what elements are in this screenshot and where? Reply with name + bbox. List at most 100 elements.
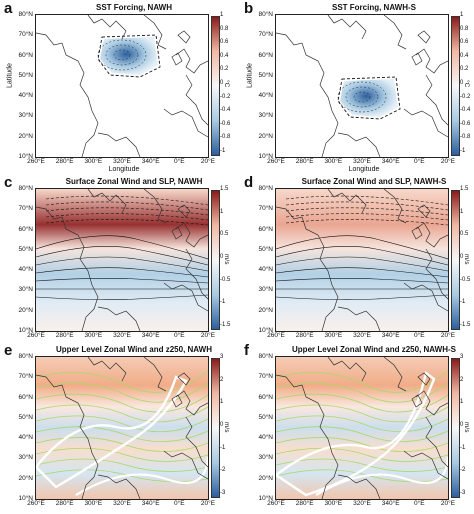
lat-tick-label: 10°N [18,153,33,160]
lat-tick-label: 30°N [258,286,273,294]
lat-tick-label: 80°N [18,11,33,18]
map-area [275,356,449,500]
map-field-svg [276,357,448,499]
colorbar-tick-label: 0 [220,80,224,86]
lat-tick-label: 10°N [18,327,33,334]
colorbar-tick-label: 1 [460,208,464,215]
lat-tick-label: 10°N [258,327,273,334]
colorbar [211,16,220,156]
lat-tick-label: 70°N [258,31,273,39]
lon-tick-label: 20°E [200,332,216,339]
lon-tick-label: 320°E [113,158,131,165]
lat-tick-label: 70°N [18,205,33,213]
lon-tick-label: 0°E [174,332,185,339]
colorbar-tick-label: -3 [220,490,226,496]
panel-a: a SST Forcing, NAWH 80°N 70°N 60°N 50°N 40°N 30… [4,0,234,173]
lat-tick-label: 30°N [18,286,33,294]
colorbar-tick-label: 1 [220,399,224,406]
colorbar-tick-label: -2 [220,467,226,474]
lat-tick-label: 70°N [18,373,33,381]
colorbar-tick-label: -1 [220,148,226,154]
lon-tick-label: 340°E [381,332,400,339]
jet-axis-line [276,370,436,497]
colorbar-tick-label: -0.8 [460,134,471,141]
map-area [275,188,449,332]
lon-tick-label: 20°E [440,332,456,339]
panel-title: Surface Zonal Wind and SLP, NAWH-S [301,177,447,186]
colorbar-tick-label: 0.6 [220,39,229,46]
panel-title: Upper Level Zonal Wind and z250, NAWH [56,345,212,354]
colorbar-tick-label: -1 [460,299,466,306]
lat-tick-label: 70°N [258,205,273,213]
lat-tick-label: 80°N [18,353,33,360]
colorbar-tick-label: 0.4 [460,52,469,59]
lon-tick-label: 0°E [414,332,425,339]
panel-title: SST Forcing, NAWH-S [332,3,416,12]
map-area [35,14,209,158]
jet-axis-line [36,375,188,489]
lat-tick-label: 40°N [18,92,33,100]
lat-tick-label: 40°N [258,434,273,442]
panel-d: d Surface Zonal Wind and SLP, NAWH-S 80°N 7… [244,174,474,346]
colorbar-tick-label: 0.2 [220,66,229,73]
lon-tick-label: 320°E [113,332,131,339]
panel-letter: f [244,342,249,359]
lon-tick-label: 340°E [141,500,160,507]
panel-title: SST Forcing, NAWH [96,3,172,12]
lat-tick-label: 70°N [258,373,273,381]
lon-tick-label: 260°E [267,158,285,165]
lon-tick-label: 280°E [295,500,314,507]
lon-tick-label: 300°E [84,332,103,339]
lon-tick-label: 260°E [27,500,45,507]
lon-tick-label: 280°E [295,332,314,339]
lat-tick-label: 30°N [18,112,33,120]
colorbar-tick-label: 1 [460,399,464,406]
colorbar-tick-label: 0 [460,254,464,260]
lat-tick-label: 30°N [18,454,33,462]
colorbar-tick-label: -1.5 [220,322,231,328]
lon-tick-label: 20°E [200,500,216,507]
lon-tick-label: 20°E [200,158,216,165]
map-area [275,14,449,158]
lat-tick-label: 10°N [18,495,33,502]
lat-tick-label: 20°N [18,132,33,140]
panel-c: c Surface Zonal Wind and SLP, NAWH 80°N 70°… [4,174,234,346]
colorbar-unit-label: °C [223,80,230,88]
colorbar-tick-label: -2 [460,467,466,474]
lat-tick-label: 60°N [258,393,273,401]
colorbar-tick-label: -0.6 [220,120,231,127]
colorbar-tick-label: -0.2 [220,93,231,100]
colorbar-tick-label: 1.5 [460,186,469,192]
colorbar-tick-label: -1 [220,299,226,306]
lat-tick-label: 40°N [18,434,33,442]
lon-tick-label: 0°E [414,500,425,507]
lon-tick-label: 320°E [353,500,371,507]
lon-tick-label: 260°E [27,158,45,165]
colorbar-tick-label: -0.4 [460,107,471,114]
lon-tick-label: 280°E [295,158,314,165]
colorbar-tick-label: 0.2 [460,66,469,73]
colorbar-tick-label: -1 [460,444,466,451]
map-area [35,188,209,332]
y-axis-label: Latitude [6,63,14,88]
lat-tick-label: 30°N [258,454,273,462]
panel-title: Surface Zonal Wind and SLP, NAWH [65,177,203,186]
lon-tick-label: 300°E [84,500,103,507]
lat-tick-label: 80°N [18,185,33,192]
colorbar-tick-label: 0 [460,80,464,86]
colorbar-tick-label: 3 [460,354,464,360]
lon-tick-label: 280°E [55,158,74,165]
lon-tick-label: 0°E [174,500,185,507]
colorbar-tick-label: -1 [460,148,466,154]
colorbar-tick-label: 2 [220,376,224,383]
lon-tick-label: 260°E [267,500,285,507]
colorbar-tick-label: 2 [460,376,464,383]
lon-tick-label: 320°E [353,332,371,339]
lat-tick-label: 60°N [18,393,33,401]
x-axis-label: Longitude [348,166,380,173]
colorbar-tick-label: 0 [220,254,224,260]
colorbar-tick-label: -3 [460,490,466,496]
colorbar-tick-label: 0.4 [220,52,229,59]
colorbar-unit-label: m/s [463,422,470,433]
panel-e: e Upper Level Zonal Wind and z250, NAWH 80… [4,342,234,514]
